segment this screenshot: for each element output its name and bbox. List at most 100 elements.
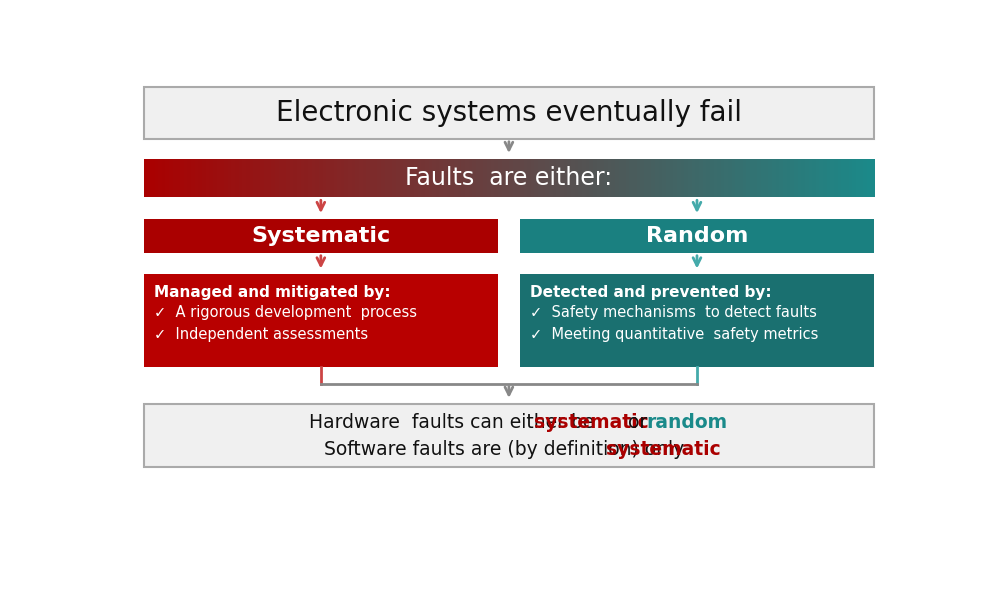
Bar — [458, 159, 462, 197]
Bar — [184, 159, 188, 197]
Text: Software faults are (by definition) only: Software faults are (by definition) only — [324, 440, 690, 459]
Bar — [655, 159, 659, 197]
Bar — [191, 159, 195, 197]
Bar — [429, 159, 433, 197]
Bar — [688, 159, 692, 197]
Bar — [323, 159, 327, 197]
Bar — [271, 159, 275, 197]
Bar — [604, 159, 608, 197]
Bar — [520, 159, 524, 197]
Bar — [736, 159, 740, 197]
Bar — [805, 159, 809, 197]
Text: Faults  are either:: Faults are either: — [405, 166, 613, 190]
Bar — [480, 159, 484, 197]
Bar — [845, 159, 849, 197]
Bar — [567, 159, 571, 197]
Bar — [776, 159, 780, 197]
Text: Random: Random — [645, 226, 748, 246]
Bar — [216, 159, 220, 197]
Bar — [155, 159, 159, 197]
Bar — [440, 159, 444, 197]
Bar — [780, 159, 783, 197]
Bar — [473, 159, 477, 197]
Bar — [359, 159, 363, 197]
Bar — [373, 159, 377, 197]
Text: Managed and mitigated by:: Managed and mitigated by: — [154, 285, 391, 300]
Bar — [349, 159, 353, 197]
Bar — [519, 219, 874, 253]
Bar — [769, 159, 773, 197]
Bar — [673, 159, 677, 197]
Bar — [227, 159, 231, 197]
Text: Systematic: Systematic — [251, 226, 390, 246]
Text: ✓  Meeting quantitative  safety metrics: ✓ Meeting quantitative safety metrics — [530, 327, 819, 342]
Bar — [841, 159, 845, 197]
Bar — [669, 159, 673, 197]
Bar — [213, 159, 217, 197]
Bar — [505, 159, 509, 197]
Bar — [286, 159, 290, 197]
Bar — [355, 159, 359, 197]
Bar — [308, 159, 312, 197]
Text: ✓  A rigorous development  process: ✓ A rigorous development process — [154, 305, 417, 320]
Bar — [484, 159, 488, 197]
Bar — [662, 159, 666, 197]
Bar — [242, 159, 246, 197]
Bar — [612, 159, 616, 197]
Bar — [224, 159, 228, 197]
Bar — [765, 159, 769, 197]
Bar — [666, 159, 670, 197]
Bar — [366, 159, 370, 197]
Bar — [173, 159, 177, 197]
Bar — [856, 159, 860, 197]
Bar — [451, 159, 455, 197]
Bar — [647, 159, 651, 197]
Bar — [728, 159, 732, 197]
Bar — [834, 159, 838, 197]
Bar — [630, 159, 634, 197]
Bar — [465, 159, 469, 197]
Bar — [714, 159, 718, 197]
Bar — [793, 159, 798, 197]
Bar — [345, 159, 349, 197]
Bar — [658, 159, 662, 197]
Bar — [188, 159, 192, 197]
Text: systematic: systematic — [606, 440, 721, 459]
Bar — [830, 159, 834, 197]
Bar — [575, 159, 579, 197]
Bar — [706, 159, 710, 197]
Bar — [827, 159, 831, 197]
Bar — [823, 159, 827, 197]
Bar — [534, 159, 538, 197]
Bar — [238, 159, 242, 197]
Bar — [319, 159, 323, 197]
Bar — [403, 159, 407, 197]
Bar — [582, 159, 586, 197]
Bar — [180, 159, 184, 197]
Bar — [571, 159, 575, 197]
Bar — [578, 159, 582, 197]
Bar — [297, 159, 301, 197]
Bar — [395, 159, 400, 197]
Bar — [312, 159, 316, 197]
Bar — [637, 159, 640, 197]
Bar — [177, 159, 181, 197]
Bar — [608, 159, 612, 197]
Bar — [388, 159, 392, 197]
Bar — [384, 159, 388, 197]
Bar — [264, 159, 268, 197]
Bar — [593, 159, 597, 197]
Bar — [644, 159, 648, 197]
Bar — [301, 159, 305, 197]
Bar — [293, 159, 297, 197]
Bar — [195, 159, 199, 197]
Bar — [246, 159, 250, 197]
Bar — [206, 159, 210, 197]
Bar — [703, 159, 707, 197]
Bar — [260, 159, 264, 197]
Bar — [747, 159, 751, 197]
Bar — [462, 159, 466, 197]
Bar — [399, 159, 403, 197]
Bar — [691, 159, 696, 197]
Bar — [560, 159, 564, 197]
